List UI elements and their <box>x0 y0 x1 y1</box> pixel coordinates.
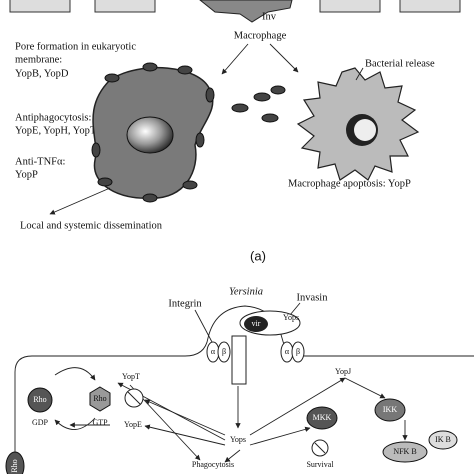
text: Yops <box>230 435 246 444</box>
top-box <box>399 0 461 13</box>
inv-label: Inv <box>262 11 277 22</box>
text: IKK <box>383 405 397 414</box>
text: Rho <box>93 394 106 403</box>
text: Pore formation in eukaryotic <box>15 41 136 52</box>
text: YopP <box>15 169 38 180</box>
nucleus <box>126 116 174 154</box>
top-box <box>94 0 156 13</box>
inhibit-icon <box>127 391 141 405</box>
mkk <box>306 406 338 430</box>
nucleus <box>354 119 376 141</box>
text: Antiphagocytosis: <box>15 112 91 123</box>
bacteria <box>91 62 286 203</box>
text: Macrophage apoptosis: YopP <box>288 178 411 189</box>
text: Local and systemic dissemination <box>20 220 163 231</box>
receptor <box>217 341 231 363</box>
text: Rho <box>33 395 46 404</box>
arrow <box>269 43 299 73</box>
arrows <box>69 377 408 463</box>
vir-plasmid <box>244 316 268 332</box>
macrophage-label: Macrophage <box>234 30 287 41</box>
text: Yops <box>283 313 299 322</box>
arrow <box>49 187 111 215</box>
text: Invasin <box>297 292 329 303</box>
rho-gdp <box>27 387 53 413</box>
text: GTP <box>92 418 108 427</box>
text: MKK <box>313 413 332 422</box>
text: Bacterial release <box>365 58 435 69</box>
text: β <box>222 347 226 356</box>
cycle-arrow <box>54 417 96 430</box>
rho-gtp <box>89 386 111 412</box>
text: YopE <box>124 420 142 429</box>
ikk <box>374 398 406 422</box>
cell-membrane <box>14 305 474 474</box>
text: YopB, YopD <box>15 68 69 79</box>
text: NFK B <box>393 447 416 456</box>
leader <box>194 309 213 343</box>
text: vir <box>252 319 261 328</box>
text: Survival <box>306 460 334 469</box>
nfkb <box>382 441 428 463</box>
macrophage-top <box>199 0 293 23</box>
text: β <box>296 347 300 356</box>
text: α <box>211 347 216 356</box>
inhibit-icon <box>314 442 326 454</box>
text: GDP <box>32 418 49 427</box>
text: α <box>285 347 290 356</box>
top-box <box>319 0 381 13</box>
text: YopT <box>122 372 140 381</box>
text: Anti-TNFα: <box>15 156 66 167</box>
text: Phagocytosis <box>192 460 234 469</box>
text: YopJ <box>335 367 351 376</box>
text: Integrin <box>168 298 202 309</box>
top-box <box>9 0 71 13</box>
injection-tube <box>231 335 247 385</box>
arrow <box>221 43 249 75</box>
panel-b: Yersinia Integrin Invasin vir Yops α β α… <box>5 286 474 474</box>
text: membrane: <box>15 54 62 65</box>
text: YopE, YopH, YopT <box>15 125 97 136</box>
text: IK B <box>435 435 451 444</box>
cycle-arrow <box>54 367 96 381</box>
leader <box>355 67 364 81</box>
panel-a: Inv Macrophage Pore formation in eukaryo… <box>9 0 461 263</box>
leader <box>289 302 301 316</box>
receptor <box>291 341 305 363</box>
ikb <box>428 430 458 450</box>
text: Rho <box>10 459 19 472</box>
text: Yersinia <box>229 286 263 297</box>
rho-partial <box>5 451 25 474</box>
panel-label: (a) <box>250 248 266 263</box>
